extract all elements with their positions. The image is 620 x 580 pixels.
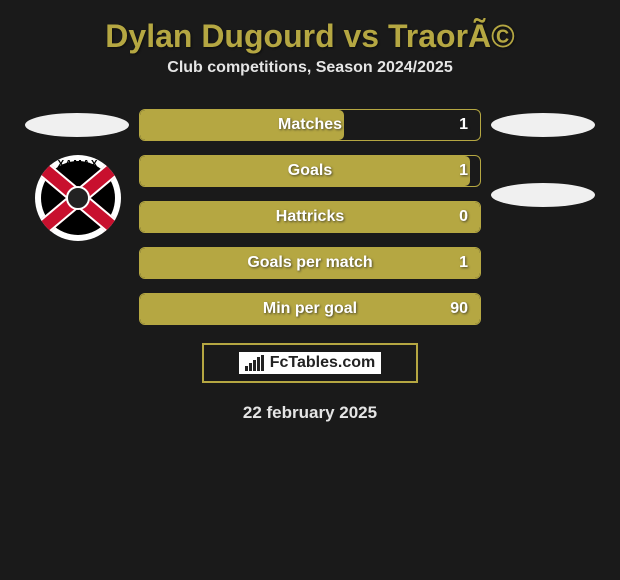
stat-row-matches: Matches 1 xyxy=(139,109,481,141)
left-player-col: XAMAX xyxy=(19,109,129,241)
page-subtitle: Club competitions, Season 2024/2025 xyxy=(167,59,452,77)
club-logo-placeholder xyxy=(491,183,595,207)
stat-row-goals: Goals 1 xyxy=(139,155,481,187)
brand-inner: FcTables.com xyxy=(239,352,382,374)
brand-badge[interactable]: FcTables.com xyxy=(202,343,418,383)
stat-value: 1 xyxy=(459,162,468,180)
comparison-area: XAMAX Matches 1 Goals 1 Hattricks 0 xyxy=(0,109,620,325)
bar-chart-icon xyxy=(245,355,264,371)
stat-value: 1 xyxy=(459,254,468,272)
brand-label: FcTables.com xyxy=(270,354,376,372)
date-label: 22 february 2025 xyxy=(243,403,377,423)
stat-row-hattricks: Hattricks 0 xyxy=(139,201,481,233)
stat-value: 90 xyxy=(450,300,468,318)
stat-label: Goals xyxy=(288,162,332,180)
page-title: Dylan Dugourd vs TraorÃ© xyxy=(105,18,514,55)
right-player-col xyxy=(491,109,601,207)
stat-value: 0 xyxy=(459,208,468,226)
club-logo-ball xyxy=(66,186,90,210)
stat-label: Hattricks xyxy=(276,208,344,226)
player-photo-placeholder xyxy=(25,113,129,137)
stats-column: Matches 1 Goals 1 Hattricks 0 Goals per … xyxy=(139,109,481,325)
stat-label: Matches xyxy=(278,116,342,134)
club-logo-left: XAMAX xyxy=(35,155,121,241)
player-photo-placeholder xyxy=(491,113,595,137)
stat-label: Goals per match xyxy=(247,254,372,272)
stat-row-goals-per-match: Goals per match 1 xyxy=(139,247,481,279)
stat-label: Min per goal xyxy=(263,300,357,318)
stat-value: 1 xyxy=(459,116,468,134)
stat-row-min-per-goal: Min per goal 90 xyxy=(139,293,481,325)
